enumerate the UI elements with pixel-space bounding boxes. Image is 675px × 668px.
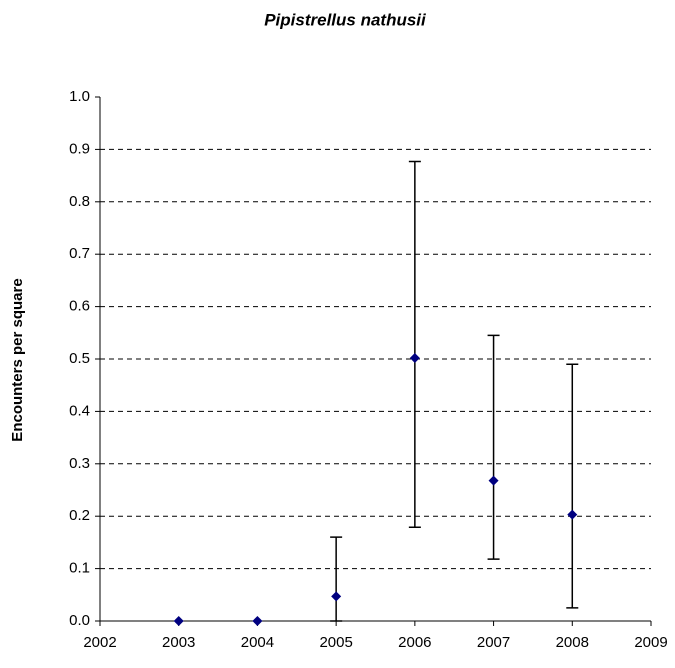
y-tick-label: 0.7 xyxy=(69,245,90,262)
error-bar xyxy=(487,334,500,560)
point xyxy=(173,616,184,626)
y-tick-label: 0.2 xyxy=(69,507,90,524)
point xyxy=(488,475,499,486)
y-tick-label: 0.0 xyxy=(69,612,90,629)
point xyxy=(409,352,420,363)
x-tick-label: 2002 xyxy=(83,634,116,651)
error-bar xyxy=(566,363,579,609)
x-tick-label: 2008 xyxy=(556,634,589,651)
y-tick-label: 0.8 xyxy=(69,193,90,210)
y-tick-label: 1.0 xyxy=(69,88,90,105)
x-tick-label: 2004 xyxy=(241,634,274,651)
error-bar xyxy=(408,160,421,528)
point xyxy=(567,509,578,520)
x-tick-label: 2007 xyxy=(477,634,510,651)
x-tick-label: 2006 xyxy=(398,634,431,651)
error-bar xyxy=(330,536,343,622)
y-tick-label: 0.4 xyxy=(69,402,90,419)
y-tick-label: 0.3 xyxy=(69,455,90,472)
y-tick-label: 0.6 xyxy=(69,298,90,315)
point xyxy=(252,616,263,626)
y-tick-label: 0.9 xyxy=(69,140,90,157)
y-tick-label: 0.5 xyxy=(69,350,90,367)
x-tick-label: 2009 xyxy=(634,634,667,651)
x-tick-label: 2005 xyxy=(319,634,352,651)
x-tick-label: 2003 xyxy=(162,634,195,651)
chart-title: Pipistrellus nathusii xyxy=(264,10,427,29)
y-tick-label: 0.1 xyxy=(69,560,90,577)
point xyxy=(331,591,342,602)
y-axis-label: Encounters per square xyxy=(9,278,26,441)
